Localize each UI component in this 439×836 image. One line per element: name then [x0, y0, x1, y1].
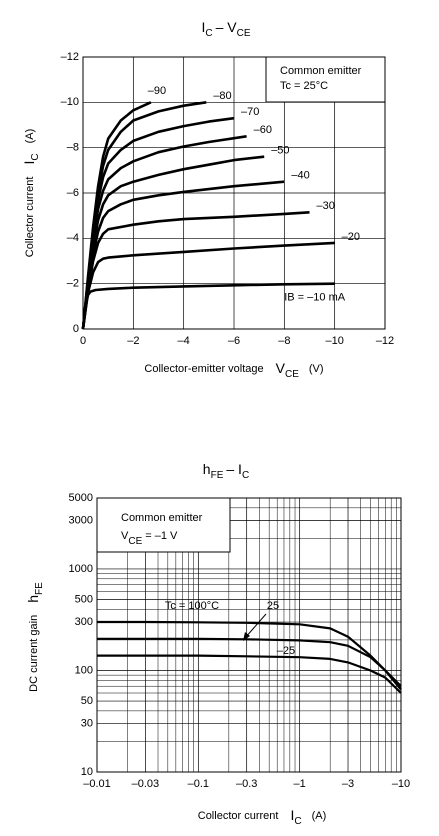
label-part: (A): [24, 129, 36, 144]
label-part: Collector current: [198, 810, 279, 822]
series-line: [81, 241, 335, 330]
x-tick-label: –12: [376, 335, 394, 347]
chart-title: hFE – IC: [203, 461, 249, 481]
label-part: h: [25, 595, 41, 603]
title-part: – V: [216, 19, 238, 35]
label-part: DC current gain: [28, 615, 40, 692]
y-tick-label: 10: [81, 766, 93, 778]
annotation-sub: CE: [128, 536, 142, 547]
label-sub: FE: [34, 582, 45, 595]
label-part: Collector-emitter voltage: [144, 363, 263, 375]
title-part: I: [201, 19, 205, 35]
series-label: –90: [148, 85, 166, 97]
series-label: –20: [342, 231, 360, 243]
y-tick-label: 300: [75, 616, 93, 628]
title-part: h: [203, 461, 211, 477]
x-tick-label: –3: [342, 778, 354, 790]
annotation-part: = –1 V: [145, 530, 178, 542]
y-tick-label: 500: [75, 593, 93, 605]
x-tick-label: –1: [294, 778, 306, 790]
x-tick-label: –4: [178, 335, 190, 347]
x-tick-label: –10: [325, 335, 343, 347]
x-tick-label: –10: [392, 778, 410, 790]
x-axis-label: Collector current IC (A): [198, 807, 327, 827]
x-tick-label: –2: [127, 335, 139, 347]
series-label: –40: [291, 170, 309, 182]
label-sub: C: [294, 816, 301, 827]
series-label: –30: [317, 200, 335, 212]
y-tick-label: –10: [61, 96, 79, 108]
y-tick-label: 5000: [69, 492, 93, 504]
arrow: [244, 613, 267, 639]
arrow-head: [243, 632, 250, 641]
label-sub: C: [30, 153, 41, 160]
series-line: [81, 211, 310, 330]
label-part: I: [290, 807, 294, 823]
y-tick-label: 1000: [69, 563, 93, 575]
y-tick-label: 3000: [69, 514, 93, 526]
label-part: (A): [312, 810, 327, 822]
annotation-part: V: [121, 530, 129, 542]
series-line: [97, 637, 402, 687]
y-tick-label: 50: [81, 695, 93, 707]
x-tick-label: –0.3: [236, 778, 257, 790]
y-axis-label: DC current gain hFE: [25, 582, 45, 692]
plot-frame: [96, 497, 402, 773]
y-tick-label: 0: [73, 323, 79, 335]
y-tick-label: 100: [75, 664, 93, 676]
series-label: –80: [213, 90, 231, 102]
y-tick-label: –6: [67, 187, 79, 199]
title-sub: CE: [237, 28, 251, 39]
annotation: Tc = 25°C: [280, 80, 328, 92]
label-sub: CE: [285, 369, 299, 380]
annotation: Common emitter: [280, 65, 362, 77]
y-axis-label: Collector current IC (A): [21, 129, 41, 258]
x-tick-label: –0.1: [188, 778, 209, 790]
title-sub: C: [242, 470, 249, 481]
series-label: IB = –10 mA: [284, 292, 346, 304]
y-tick-label: –8: [67, 142, 79, 154]
x-tick-label: –0.01: [83, 778, 111, 790]
series-label: –25: [277, 645, 295, 657]
x-tick-label: 0: [80, 335, 86, 347]
label-part: (V): [309, 363, 324, 375]
series-label: 25: [267, 600, 279, 612]
annotation: VCE = –1 V: [121, 530, 178, 547]
series-label: –50: [271, 145, 289, 157]
label-part: Collector current: [24, 177, 36, 258]
annotation: Common emitter: [121, 512, 203, 524]
x-axis-label: Collector-emitter voltage VCE (V): [144, 360, 323, 380]
chart-title: IC – VCE: [201, 19, 250, 39]
series-line: [81, 282, 335, 330]
title-sub: FE: [211, 470, 224, 481]
plot-frame: [82, 56, 386, 330]
label-part: V: [276, 360, 286, 376]
annotation-box: [265, 56, 386, 103]
series-label: Tc = 100°C: [165, 600, 219, 612]
y-tick-label: 30: [81, 717, 93, 729]
annotation-box: [96, 497, 231, 553]
y-tick-label: –2: [67, 278, 79, 290]
y-tick-label: –4: [67, 232, 79, 244]
x-tick-label: –6: [228, 335, 240, 347]
x-tick-label: –8: [278, 335, 290, 347]
series-line: [81, 155, 265, 330]
series-line: [97, 654, 402, 694]
series-label: –60: [254, 124, 272, 136]
title-part: – I: [226, 461, 242, 477]
title-sub: C: [205, 28, 212, 39]
y-tick-label: –12: [61, 51, 79, 63]
x-tick-label: –0.03: [132, 778, 160, 790]
label-part: I: [21, 161, 37, 165]
series-label: –70: [241, 106, 259, 118]
